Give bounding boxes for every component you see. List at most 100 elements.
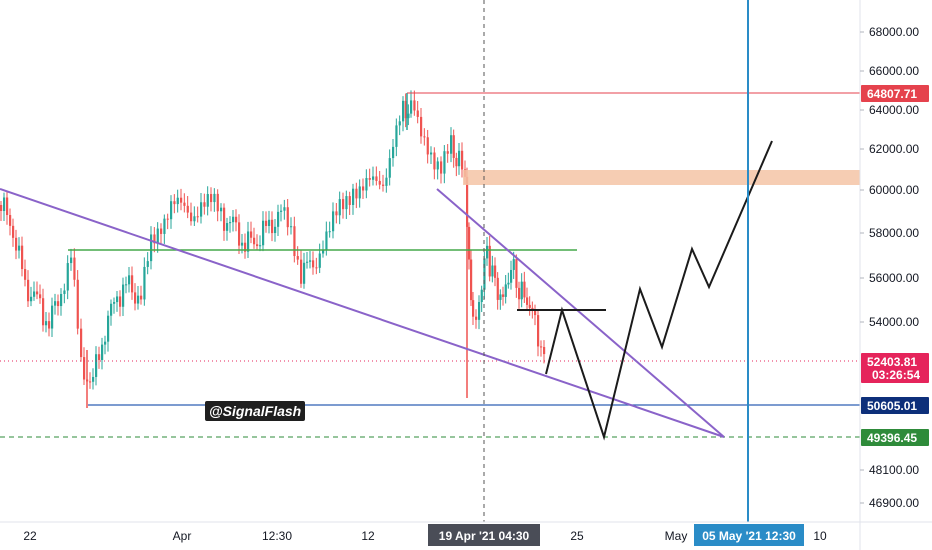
- candle-body: [300, 259, 303, 284]
- candle: [122, 277, 125, 316]
- candle: [540, 340, 543, 357]
- price-tag-value: 49396.45: [867, 431, 917, 445]
- candle-body: [526, 297, 529, 305]
- candle: [24, 259, 27, 287]
- candle-body: [293, 226, 296, 257]
- candle: [104, 335, 107, 355]
- candle: [128, 266, 131, 293]
- candle-body: [398, 121, 401, 126]
- candle-body: [95, 354, 98, 377]
- candle-body: [140, 295, 143, 300]
- candle-body: [338, 199, 341, 216]
- candle: [92, 368, 95, 390]
- candle-body: [238, 222, 241, 246]
- vertical-line-date-badge[interactable]: 05 May '21 12:30: [694, 524, 804, 546]
- candle-body: [153, 234, 156, 244]
- candle-body: [510, 269, 513, 283]
- price-tag[interactable]: 49396.45: [861, 429, 929, 446]
- candle-body: [6, 197, 9, 216]
- candle: [30, 286, 33, 307]
- candle-body: [45, 321, 48, 326]
- candle: [3, 192, 6, 221]
- candle-body: [206, 194, 209, 207]
- candle: [365, 169, 368, 199]
- wedge-upper-trendline[interactable]: [436, 188, 725, 438]
- candle-body: [478, 302, 481, 320]
- candle-body: [76, 279, 79, 329]
- candle: [413, 90, 416, 116]
- candle-body: [220, 207, 223, 212]
- candle: [309, 250, 312, 269]
- candle-body: [446, 151, 449, 154]
- candle-body: [280, 210, 283, 212]
- candle: [335, 203, 338, 224]
- candle-body: [48, 321, 51, 329]
- candle-body: [166, 218, 169, 220]
- candle-body: [523, 281, 526, 298]
- candle-body: [173, 201, 176, 205]
- candle: [54, 293, 57, 315]
- projection-path[interactable]: [545, 140, 773, 441]
- candle-body: [253, 237, 256, 245]
- candle: [235, 209, 238, 232]
- candle-body: [15, 237, 18, 251]
- candle: [352, 183, 355, 215]
- price-tick-label: 46900.00: [869, 496, 919, 510]
- wedge-lower-trendline[interactable]: [0, 188, 725, 438]
- candle-body: [416, 110, 419, 117]
- candle-body: [39, 294, 42, 299]
- candle-body: [480, 289, 483, 303]
- candle: [443, 145, 446, 184]
- chart-pane[interactable]: [0, 0, 860, 522]
- candle: [63, 283, 66, 304]
- candle-body: [170, 201, 173, 220]
- candle: [116, 291, 119, 312]
- candle-body: [277, 211, 280, 227]
- candle: [385, 168, 388, 193]
- candle: [499, 289, 502, 310]
- candle: [268, 210, 271, 234]
- price-tag[interactable]: 50605.01: [861, 397, 929, 414]
- candle-body: [186, 205, 189, 213]
- candle: [382, 174, 385, 192]
- candle-body: [325, 231, 328, 251]
- resistance-zone[interactable]: [463, 170, 860, 185]
- candle-body: [531, 307, 534, 310]
- price-tag[interactable]: 64807.71: [861, 85, 929, 102]
- candle: [213, 188, 216, 212]
- candle: [410, 90, 413, 118]
- candle: [526, 287, 529, 311]
- candle: [232, 210, 235, 232]
- candle-body: [543, 346, 546, 355]
- candle: [407, 104, 410, 126]
- candle-body: [520, 281, 523, 300]
- candle: [203, 193, 206, 215]
- candle-body: [303, 262, 306, 284]
- price-axis[interactable]: 68000.00 66000.00 64000.00 62000.00 60000.00…: [860, 25, 929, 510]
- candle: [76, 270, 79, 335]
- candle-body: [404, 100, 407, 119]
- candle: [193, 206, 196, 227]
- candle: [395, 118, 398, 157]
- time-axis[interactable]: 22 Apr 12:30 12 25 May 10 19 Apr '21 04:30 05 Ma…: [23, 524, 827, 546]
- price-tag-bg: [861, 397, 929, 414]
- candle-body: [143, 266, 146, 300]
- candle: [402, 96, 405, 132]
- candle: [110, 299, 113, 326]
- candle: [537, 309, 540, 357]
- candle: [265, 211, 268, 233]
- candle-body: [475, 316, 478, 320]
- price-tick-label: 60000.00: [869, 183, 919, 197]
- candle-body: [458, 150, 461, 167]
- candle-body: [128, 275, 131, 285]
- candle-body: [528, 304, 531, 308]
- candle: [180, 188, 183, 211]
- candle: [534, 304, 537, 326]
- candle: [312, 251, 315, 275]
- candle: [478, 295, 481, 330]
- candle-body: [134, 292, 137, 304]
- candle: [332, 202, 335, 239]
- candle: [170, 195, 173, 229]
